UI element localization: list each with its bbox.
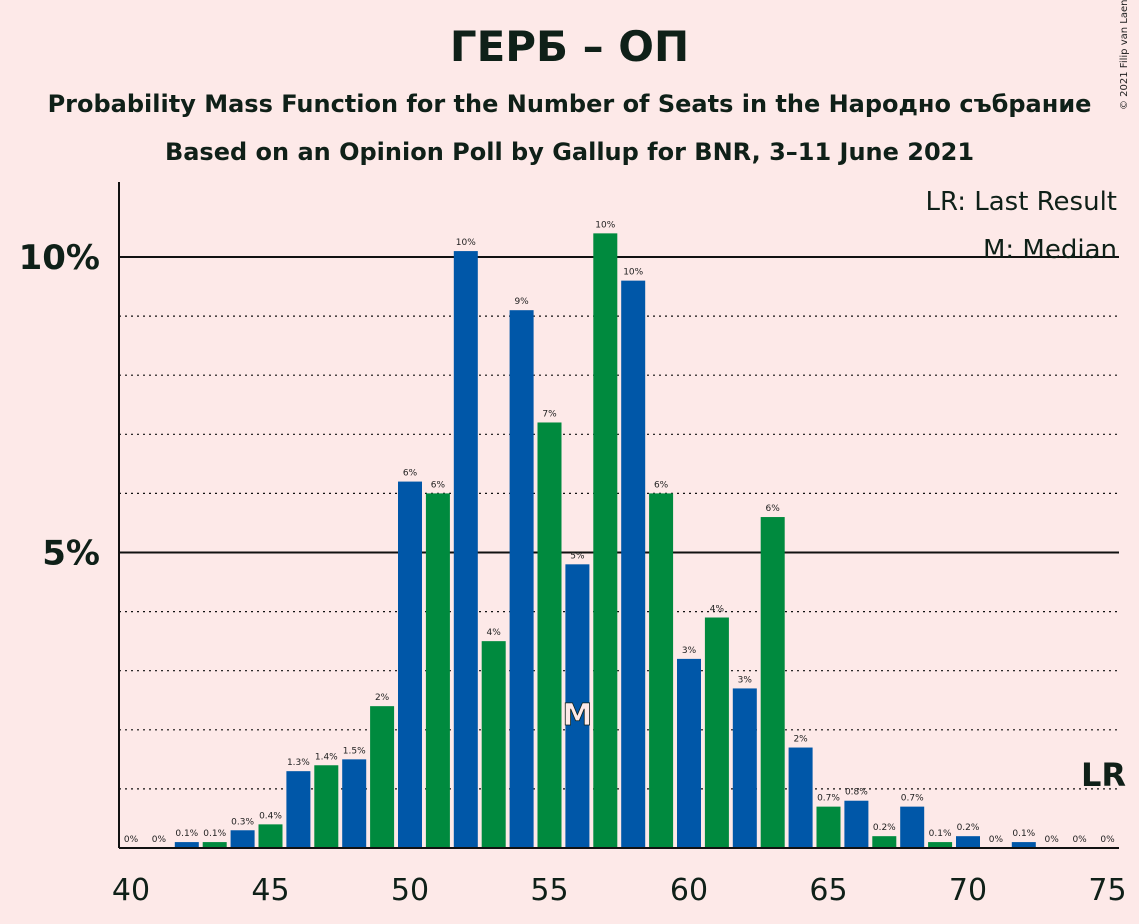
- bar-label-57: 10%: [595, 220, 615, 230]
- chart-subtitle-1: Probability Mass Function for the Number…: [47, 90, 1092, 118]
- bar-label-60: 3%: [682, 646, 697, 656]
- bar-62: [732, 688, 757, 848]
- bar-55: [537, 422, 562, 848]
- bar-49: [370, 706, 395, 848]
- tick-labels: 40 45 50 55 60 65 70 75 5% 10%: [19, 238, 1127, 908]
- markers: M LR: [562, 698, 1126, 794]
- bar-label-50: 6%: [403, 469, 418, 479]
- chart-title: ГЕРБ – ОП: [449, 22, 690, 71]
- bar-66: [844, 800, 869, 848]
- bars: [174, 233, 1036, 849]
- bar-label-75: 0%: [1100, 835, 1115, 845]
- bar-label-61: 4%: [710, 605, 725, 615]
- legend-entry-0: LR: Last Result: [925, 187, 1117, 217]
- bar-label-46: 1.3%: [287, 758, 310, 768]
- bar-44: [230, 830, 255, 848]
- bar-label-72: 0.1%: [1012, 829, 1035, 839]
- last-result-marker: LR: [1081, 756, 1126, 794]
- bar-label-55: 7%: [542, 409, 557, 419]
- bar-53: [481, 641, 506, 848]
- y-tick-label-5: 5%: [42, 534, 100, 574]
- bar-label-71: 0%: [989, 835, 1004, 845]
- bar-45: [258, 824, 283, 848]
- bar-label-69: 0.1%: [929, 829, 952, 839]
- bar-52: [453, 251, 478, 849]
- bar-60: [677, 658, 701, 848]
- bar-70: [956, 836, 980, 848]
- bar-label-41: 0%: [152, 835, 167, 845]
- bar-61: [704, 617, 729, 848]
- x-tick-label-45: 45: [251, 873, 289, 908]
- bar-label-49: 2%: [375, 693, 390, 703]
- bar-label-51: 6%: [431, 480, 446, 490]
- bar-63: [760, 517, 785, 848]
- bar-label-66: 0.8%: [845, 788, 868, 798]
- bar-label-73: 0%: [1045, 835, 1060, 845]
- bar-label-53: 4%: [487, 628, 502, 638]
- bar-label-43: 0.1%: [203, 829, 226, 839]
- x-tick-label-65: 65: [809, 873, 847, 908]
- x-tick-label-55: 55: [530, 873, 568, 908]
- legend-entry-1: M: Median: [983, 235, 1117, 265]
- bar-label-58: 10%: [623, 268, 643, 278]
- bar-label-65: 0.7%: [817, 794, 840, 804]
- bar-54: [509, 310, 534, 848]
- y-tick-label-10: 10%: [19, 238, 100, 278]
- bar-72: [1011, 842, 1036, 848]
- bar-47: [314, 765, 339, 848]
- bar-label-47: 1.4%: [315, 752, 338, 762]
- bar-58: [621, 280, 646, 848]
- bar-48: [342, 759, 367, 848]
- median-marker: M: [562, 698, 592, 733]
- bar-57: [593, 233, 618, 849]
- bar-43: [202, 842, 227, 848]
- chart-subtitle-2: Based on an Opinion Poll by Gallup for B…: [164, 138, 975, 166]
- x-tick-label-60: 60: [670, 873, 708, 908]
- x-tick-label-75: 75: [1088, 873, 1126, 908]
- bar-label-42: 0.1%: [175, 829, 198, 839]
- bar-65: [816, 806, 841, 848]
- bar-51: [425, 493, 450, 848]
- bar-label-54: 9%: [514, 297, 529, 307]
- bar-label-67: 0.2%: [873, 823, 896, 833]
- bar-50: [398, 481, 422, 848]
- bar-labels: 0% 0% 0.1% 0.1% 0.3% 0.4% 1.3% 1.4% 1.5% 2% 6% 6% 10…: [124, 220, 1115, 845]
- x-tick-label-50: 50: [391, 873, 429, 908]
- bar-56: [565, 564, 590, 848]
- bar-label-52: 10%: [456, 238, 476, 248]
- bar-label-45: 0.4%: [259, 811, 282, 821]
- bar-59: [649, 493, 674, 848]
- bar-label-48: 1.5%: [343, 746, 366, 756]
- bar-label-64: 2%: [793, 735, 808, 745]
- bar-68: [900, 806, 925, 848]
- bar-label-68: 0.7%: [901, 794, 924, 804]
- bar-label-62: 3%: [738, 675, 753, 685]
- bar-label-63: 6%: [766, 504, 781, 514]
- x-tick-label-40: 40: [112, 873, 150, 908]
- bar-label-59: 6%: [654, 480, 669, 490]
- axes: [118, 182, 1119, 849]
- bar-46: [286, 771, 311, 848]
- bar-67: [872, 836, 897, 848]
- legend: LR: Last Result M: Median: [925, 187, 1117, 265]
- bar-label-74: 0%: [1072, 835, 1087, 845]
- bar-label-56: 5%: [570, 551, 585, 561]
- grid-lines: [119, 256, 1119, 790]
- bar-42: [174, 842, 199, 848]
- bar-label-44: 0.3%: [231, 817, 254, 827]
- x-tick-label-70: 70: [949, 873, 987, 908]
- bar-label-40: 0%: [124, 835, 139, 845]
- bar-69: [928, 842, 953, 848]
- bar-label-70: 0.2%: [957, 823, 980, 833]
- bar-64: [788, 747, 813, 848]
